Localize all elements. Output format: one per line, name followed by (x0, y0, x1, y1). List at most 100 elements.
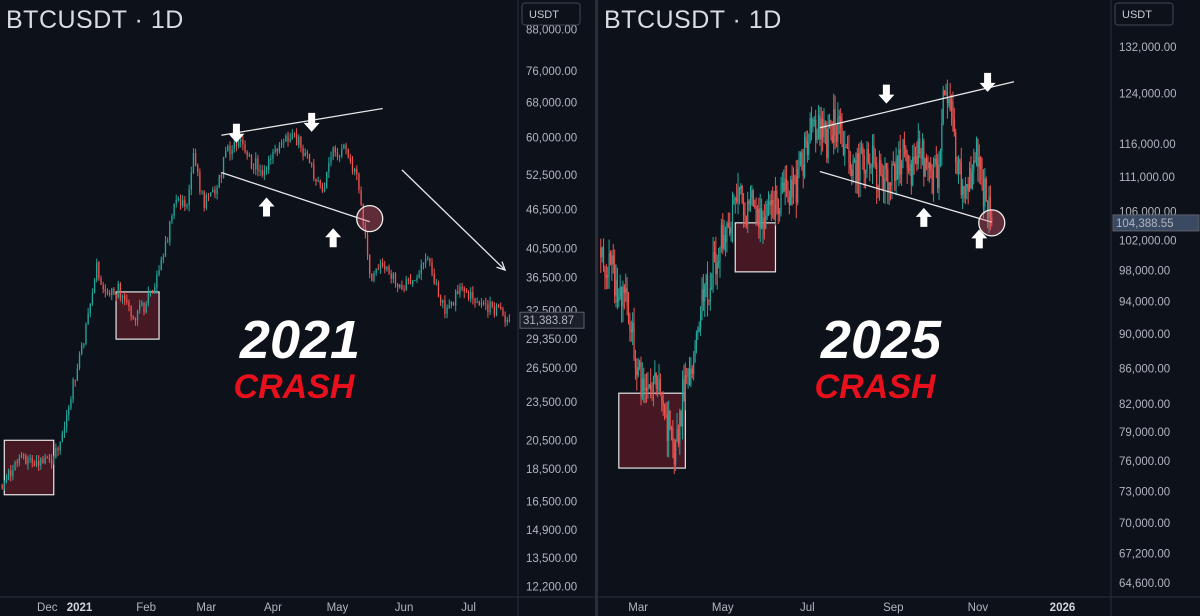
candle-body (119, 283, 122, 298)
candle-body (459, 286, 461, 295)
candle-body (840, 116, 842, 128)
candle-body (987, 200, 989, 219)
candle-body (394, 273, 397, 285)
candle-body (614, 264, 616, 296)
candle-body (962, 186, 964, 195)
candle-body (942, 90, 944, 123)
candle-body (179, 198, 182, 206)
candle-body (29, 458, 31, 460)
x-tick-label: Mar (628, 602, 648, 614)
candle-body (815, 119, 817, 141)
y-tick-label: 23,500.00 (526, 397, 577, 409)
candle-body (261, 170, 263, 176)
candle-body (902, 139, 904, 162)
candle-body (742, 202, 745, 217)
candle-body (295, 134, 298, 146)
candle-body (932, 162, 935, 193)
candle-body (650, 384, 652, 391)
candle-body (700, 313, 702, 329)
candle-body (845, 147, 847, 149)
candle-body (716, 262, 718, 275)
candle-body (733, 199, 735, 204)
y-tick-label: 94,000.00 (1119, 297, 1170, 309)
candle-body (625, 288, 627, 293)
candle-body (136, 310, 139, 321)
candle-body (626, 288, 628, 306)
currency-badge[interactable] (521, 2, 581, 26)
candle-body (278, 144, 281, 152)
candle-body (981, 169, 983, 181)
candle-body (634, 359, 637, 369)
candle-body (950, 101, 953, 111)
chart-panel-2025[interactable]: 2025 CRASH BTCUSDT · 1D 132,000.00 124,000.0… (598, 0, 1200, 616)
candle-body (76, 368, 79, 381)
candle-body (615, 279, 617, 296)
candle-body (508, 319, 511, 321)
candle-body (149, 290, 152, 293)
candle-body (431, 262, 433, 274)
candle-body (274, 148, 276, 152)
candle-body (833, 109, 835, 144)
candle-body (909, 164, 911, 171)
candle-body (885, 163, 887, 170)
candle-body (762, 217, 764, 230)
candle-body (985, 178, 987, 201)
candle-body (156, 274, 158, 288)
candle-body (57, 448, 59, 451)
chart-panel-2021[interactable]: 2021 CRASH BTCUSDT · 1D 88,000.00 76,000.00 6… (0, 0, 595, 616)
y-tick-label: 12,200.00 (526, 582, 577, 594)
candle-body (669, 411, 671, 429)
candle-body (416, 277, 418, 281)
panel-divider (595, 0, 598, 616)
candle-body (758, 208, 760, 228)
candle-body (925, 158, 928, 163)
candle-body (874, 162, 876, 164)
candle-body (687, 368, 689, 377)
candle-body (955, 132, 957, 162)
candle-body (177, 198, 180, 200)
current-price-tag (1112, 214, 1200, 232)
x-tick-label: May (712, 602, 734, 614)
candle-body (600, 247, 602, 258)
candle-body (604, 268, 606, 276)
candle-body (259, 170, 261, 172)
y-tick-label: 68,000.00 (526, 97, 577, 109)
candle-body (280, 142, 283, 145)
candle-body (704, 285, 706, 302)
candle-body (795, 176, 797, 203)
candle-body (772, 200, 774, 205)
candle-body (310, 162, 313, 165)
candle-body (747, 201, 749, 225)
candle-body (767, 202, 770, 204)
candle-body (98, 262, 100, 278)
candle-body (487, 304, 489, 313)
candle-body (827, 128, 829, 158)
candle-body (810, 117, 813, 128)
candle-body (816, 133, 818, 141)
candle-body (627, 305, 630, 323)
y-tick-label: 40,500.00 (526, 243, 577, 255)
candle-body (935, 158, 937, 165)
candle-body (718, 261, 720, 263)
candle-body (777, 199, 779, 214)
x-tick-label: Jul (800, 602, 815, 614)
candle-body (5, 479, 8, 483)
candle-body (982, 180, 985, 207)
candle-body (31, 458, 33, 463)
crash-label: CRASH (815, 368, 937, 406)
candle-body (808, 143, 810, 155)
currency-badge[interactable] (1114, 2, 1174, 26)
candle-body (616, 279, 619, 302)
candle-body (461, 286, 463, 289)
candle-body (964, 187, 967, 199)
candle-body (91, 292, 94, 304)
candle-body (317, 180, 319, 182)
candle-body (248, 155, 250, 157)
candle-body (884, 163, 886, 189)
candle-body (724, 234, 727, 242)
candle-body (433, 273, 435, 284)
candle-body (923, 140, 925, 177)
candle-body (645, 387, 648, 392)
